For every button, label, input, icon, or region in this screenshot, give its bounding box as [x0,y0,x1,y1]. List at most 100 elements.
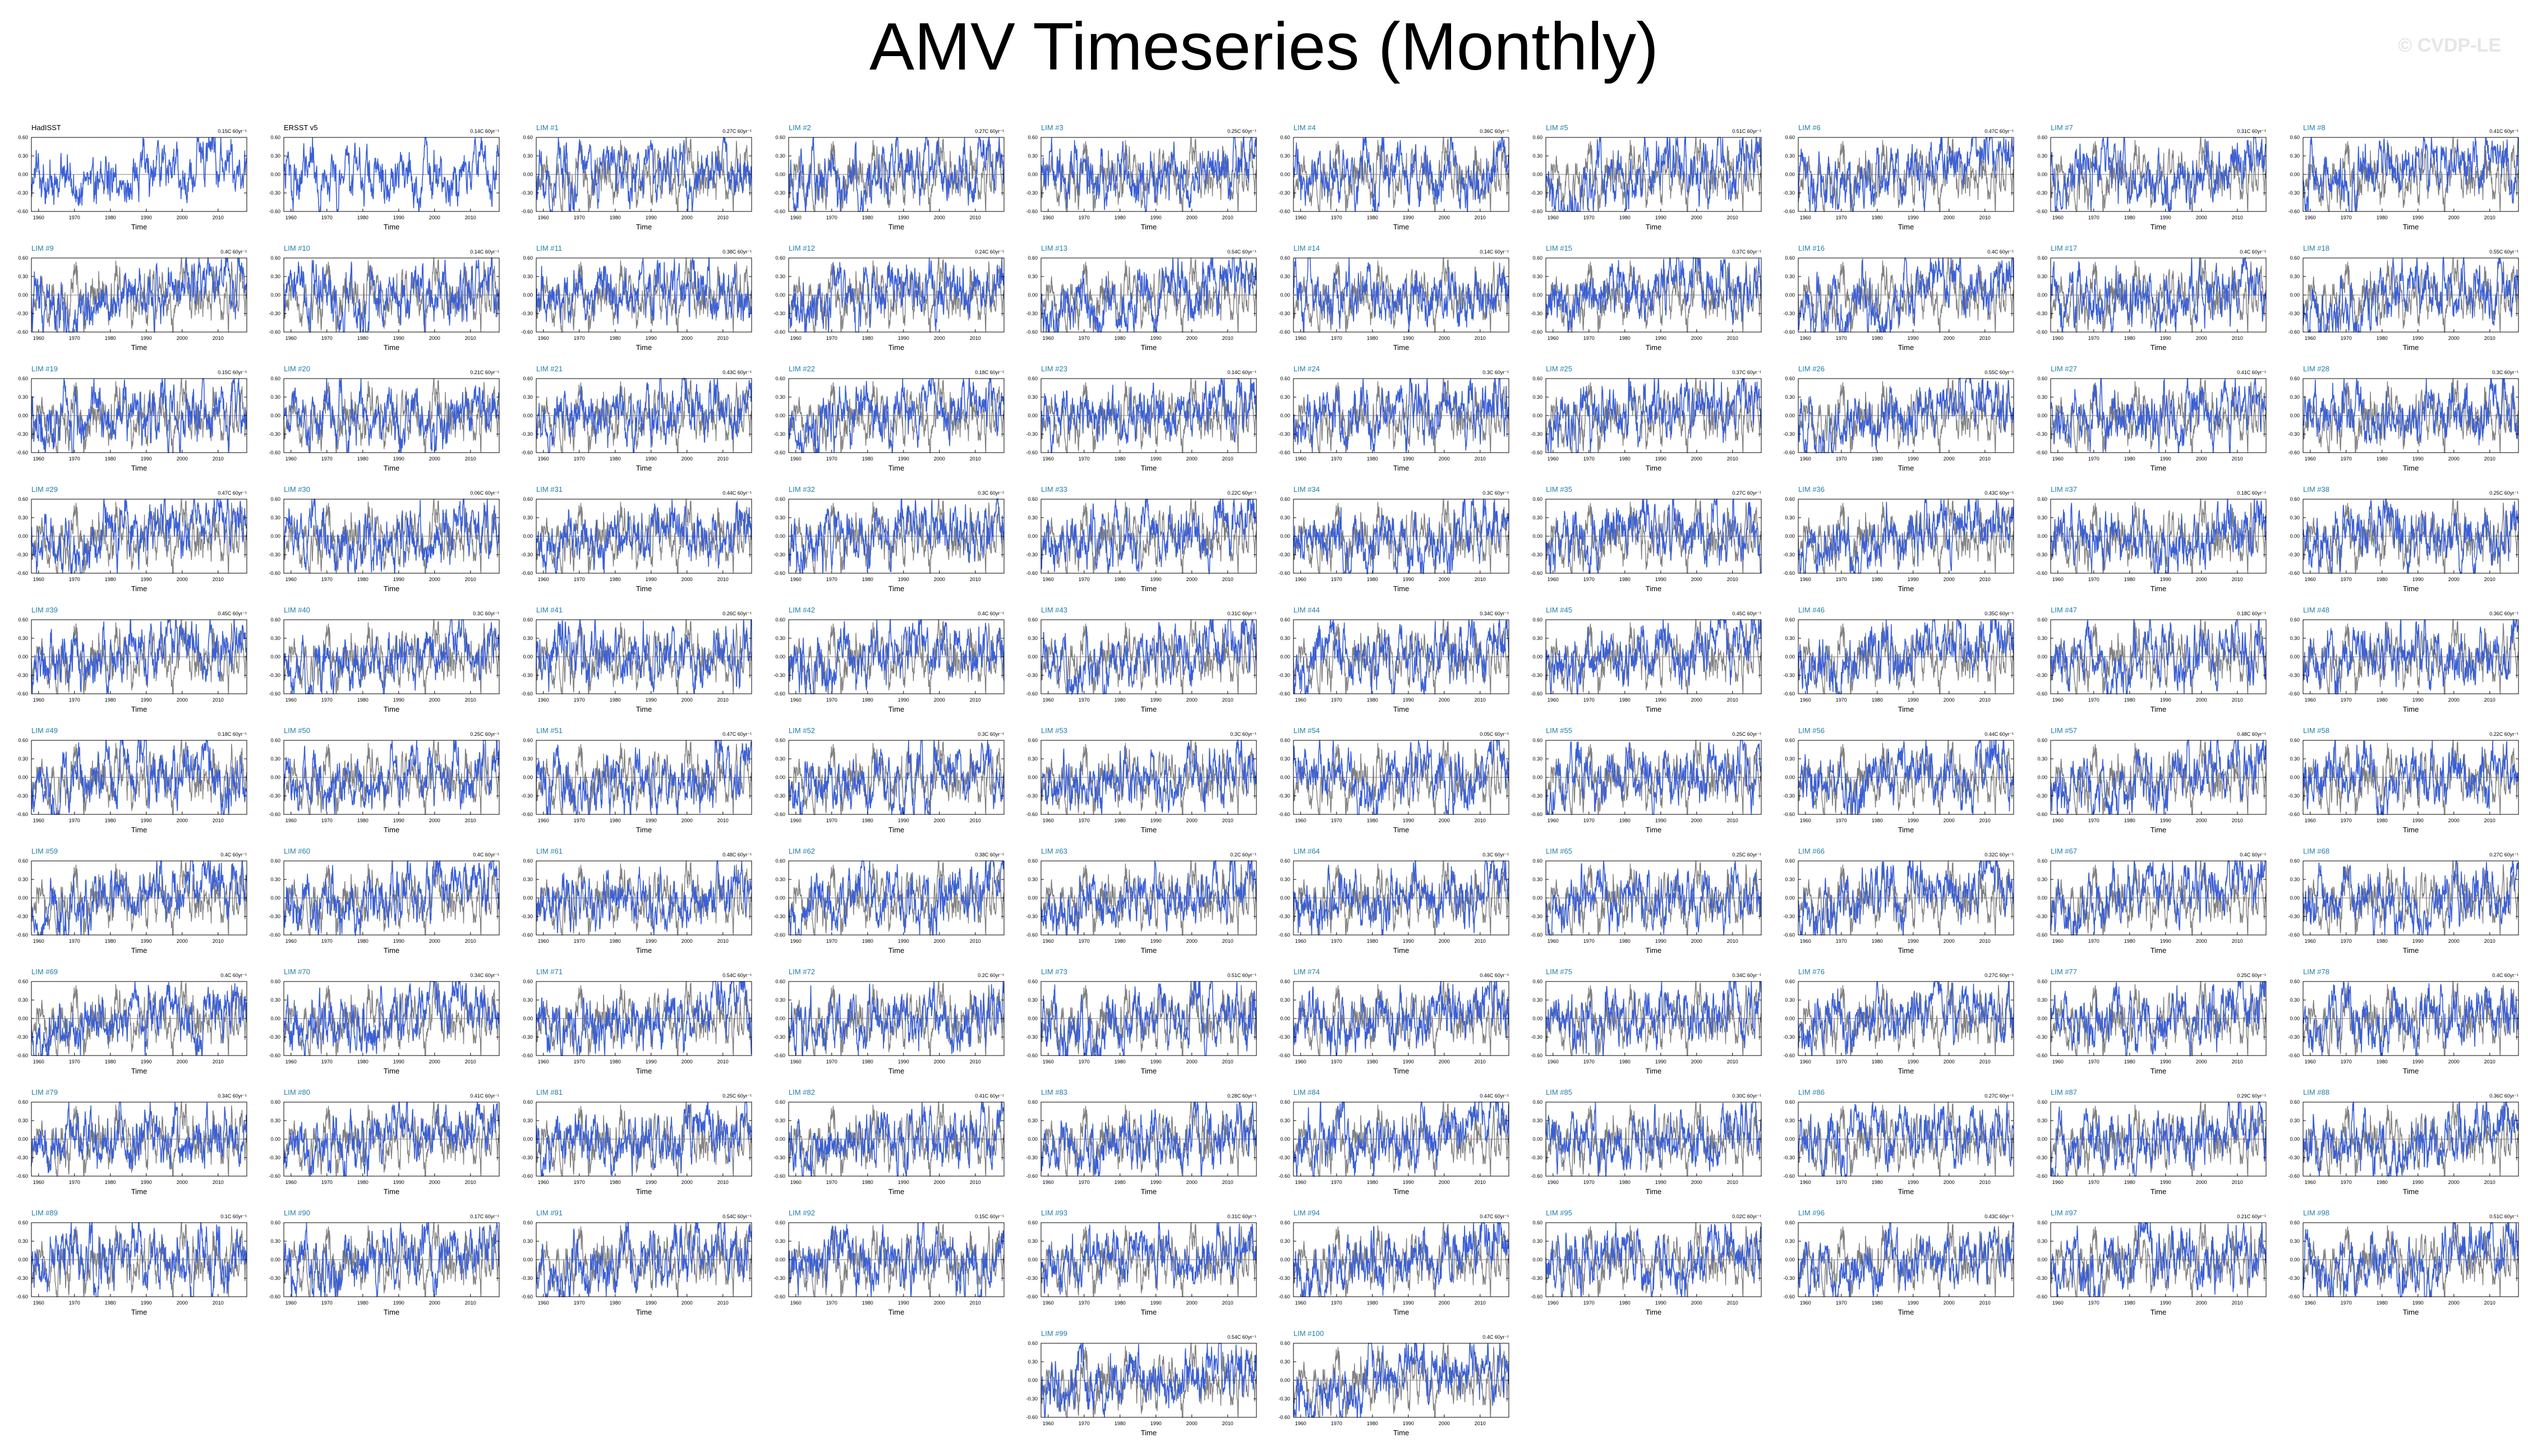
y-tick-label: -0.30 [16,311,28,316]
x-tick-label: 1960 [1295,1421,1306,1426]
x-tick-label: 1970 [1836,1059,1847,1065]
x-tick-label: 1970 [2088,335,2099,341]
panel-trend-label: 0.34C 60yr⁻¹ [470,973,499,978]
y-tick-label: 0.60 [18,1099,28,1105]
x-tick-label: 1970 [69,1179,80,1185]
timeseries-panel: LIM #40 0.3C 60yr⁻¹-0.60-0.300.000.300.60… [269,606,500,713]
y-tick-label: -0.60 [269,329,280,335]
y-tick-label: 0.30 [1280,997,1290,1003]
panel-trend-label: 0.43C 60yr⁻¹ [1984,1214,2014,1219]
x-tick-label: 1980 [1619,335,1631,341]
timeseries-panel: LIM #7 0.31C 60yr⁻¹-0.60-0.300.000.300.60… [2036,123,2267,231]
panel-title: LIM #40 [284,606,310,614]
x-axis-label: Time [2151,826,2166,834]
x-tick-label: 1980 [1367,215,1378,220]
x-tick-label: 1980 [1367,1179,1378,1185]
panel-trend-label: 0.34C 60yr⁻¹ [1480,611,1509,616]
x-tick-label: 1990 [1908,818,1919,823]
y-tick-label: 0.30 [1532,274,1542,279]
y-tick-label: 0.00 [2037,1016,2047,1021]
y-tick-label: -0.30 [1278,1034,1290,1040]
x-tick-label: 2000 [934,1300,945,1306]
x-axis-label: Time [636,1187,652,1196]
y-tick-label: 0.60 [775,376,785,381]
observed-series-line [31,860,247,936]
y-tick-label: 0.60 [270,858,280,864]
x-tick-label: 1960 [538,335,549,341]
x-tick-label: 1960 [1800,818,1811,823]
y-tick-label: -0.30 [1278,1155,1290,1160]
y-tick-label: 0.00 [775,1136,785,1142]
y-tick-label: 0.00 [1532,172,1542,177]
x-tick-label: 2010 [2232,938,2243,944]
x-tick-label: 2000 [1186,215,1198,220]
x-tick-label: 1960 [33,456,44,462]
timeseries-panel: LIM #17 0.4C 60yr⁻¹-0.60-0.300.000.300.60… [2036,244,2267,352]
y-tick-label: 0.60 [523,255,533,261]
y-tick-label: 0.30 [270,394,280,400]
x-tick-label: 2000 [1186,456,1198,462]
y-tick-label: 0.60 [2037,1220,2047,1225]
member-series-line [2050,860,2266,936]
member-series-line [1798,1222,2014,1297]
y-tick-label: -0.30 [1783,1034,1795,1040]
x-tick-label: 2000 [1186,697,1198,703]
x-tick-label: 1990 [1908,938,1919,944]
x-tick-label: 2000 [1691,1059,1702,1065]
panel-title: LIM #65 [1546,847,1572,855]
panel-title: LIM #74 [1293,967,1320,976]
x-tick-label: 1980 [862,577,873,582]
y-tick-label: 0.30 [1532,1118,1542,1123]
observed-series-line [1545,860,1762,936]
x-tick-label: 1960 [1800,1179,1811,1185]
x-tick-label: 2010 [2232,697,2243,703]
panel-title: LIM #83 [1041,1088,1067,1096]
y-tick-label: 0.60 [775,858,785,864]
y-tick-label: 0.30 [2037,153,2047,159]
x-tick-label: 1970 [2341,1059,2352,1065]
y-tick-label: -0.30 [1531,190,1542,196]
member-series-line [1293,498,1509,575]
y-tick-label: 0.00 [1028,533,1038,539]
x-tick-label: 1970 [1583,938,1595,944]
x-axis-label: Time [1141,584,1157,593]
y-tick-label: -0.30 [773,914,785,919]
y-tick-label: 0.00 [523,1257,533,1263]
member-series-line [1545,499,1762,575]
x-tick-label: 2000 [2196,456,2207,462]
x-tick-label: 1960 [1043,456,1054,462]
y-tick-label: -0.30 [2036,1275,2047,1281]
panel-title: LIM #26 [1798,365,1825,373]
panel-title: LIM #23 [1041,365,1067,373]
x-tick-label: 2000 [2196,577,2207,582]
y-tick-label: -0.60 [1278,1294,1290,1300]
panel-title: LIM #98 [2303,1209,2329,1217]
timeseries-panel: LIM #10 0.14C 60yr⁻¹-0.60-0.300.000.300.6… [269,244,500,352]
y-tick-label: 0.60 [270,496,280,502]
member-series-line [283,499,500,574]
member-series-line [1293,1101,1509,1178]
x-tick-label: 1990 [646,1179,657,1185]
y-tick-label: 0.00 [2037,775,2047,780]
panel-trend-label: 0.27C 60yr⁻¹ [975,128,1004,134]
x-tick-label: 2010 [1979,1179,1991,1185]
x-tick-label: 2000 [2448,215,2460,220]
y-tick-label: 0.30 [1280,394,1290,400]
panel-trend-label: 0.25C 60yr⁻¹ [2237,973,2266,978]
x-tick-label: 1960 [790,215,802,220]
timeseries-panel: LIM #23 0.14C 60yr⁻¹-0.60-0.300.000.300.6… [1026,365,1257,472]
panel-title: LIM #12 [789,244,815,252]
y-tick-label: -0.30 [2036,793,2047,799]
observed-series-line [283,981,500,1056]
y-tick-label: 0.60 [523,738,533,743]
timeseries-panel: LIM #28 0.3C 60yr⁻¹-0.60-0.300.000.300.60… [2288,365,2519,472]
panel-title: LIM #44 [1293,606,1320,614]
x-axis-label: Time [1898,705,1914,713]
x-tick-label: 1960 [33,938,44,944]
y-tick-label: -0.60 [1531,812,1542,817]
y-tick-label: -0.30 [16,190,28,196]
y-tick-label: 0.60 [18,979,28,984]
y-tick-label: -0.30 [1783,1155,1795,1160]
y-tick-label: -0.30 [1783,190,1795,196]
y-tick-label: 0.30 [523,153,533,159]
